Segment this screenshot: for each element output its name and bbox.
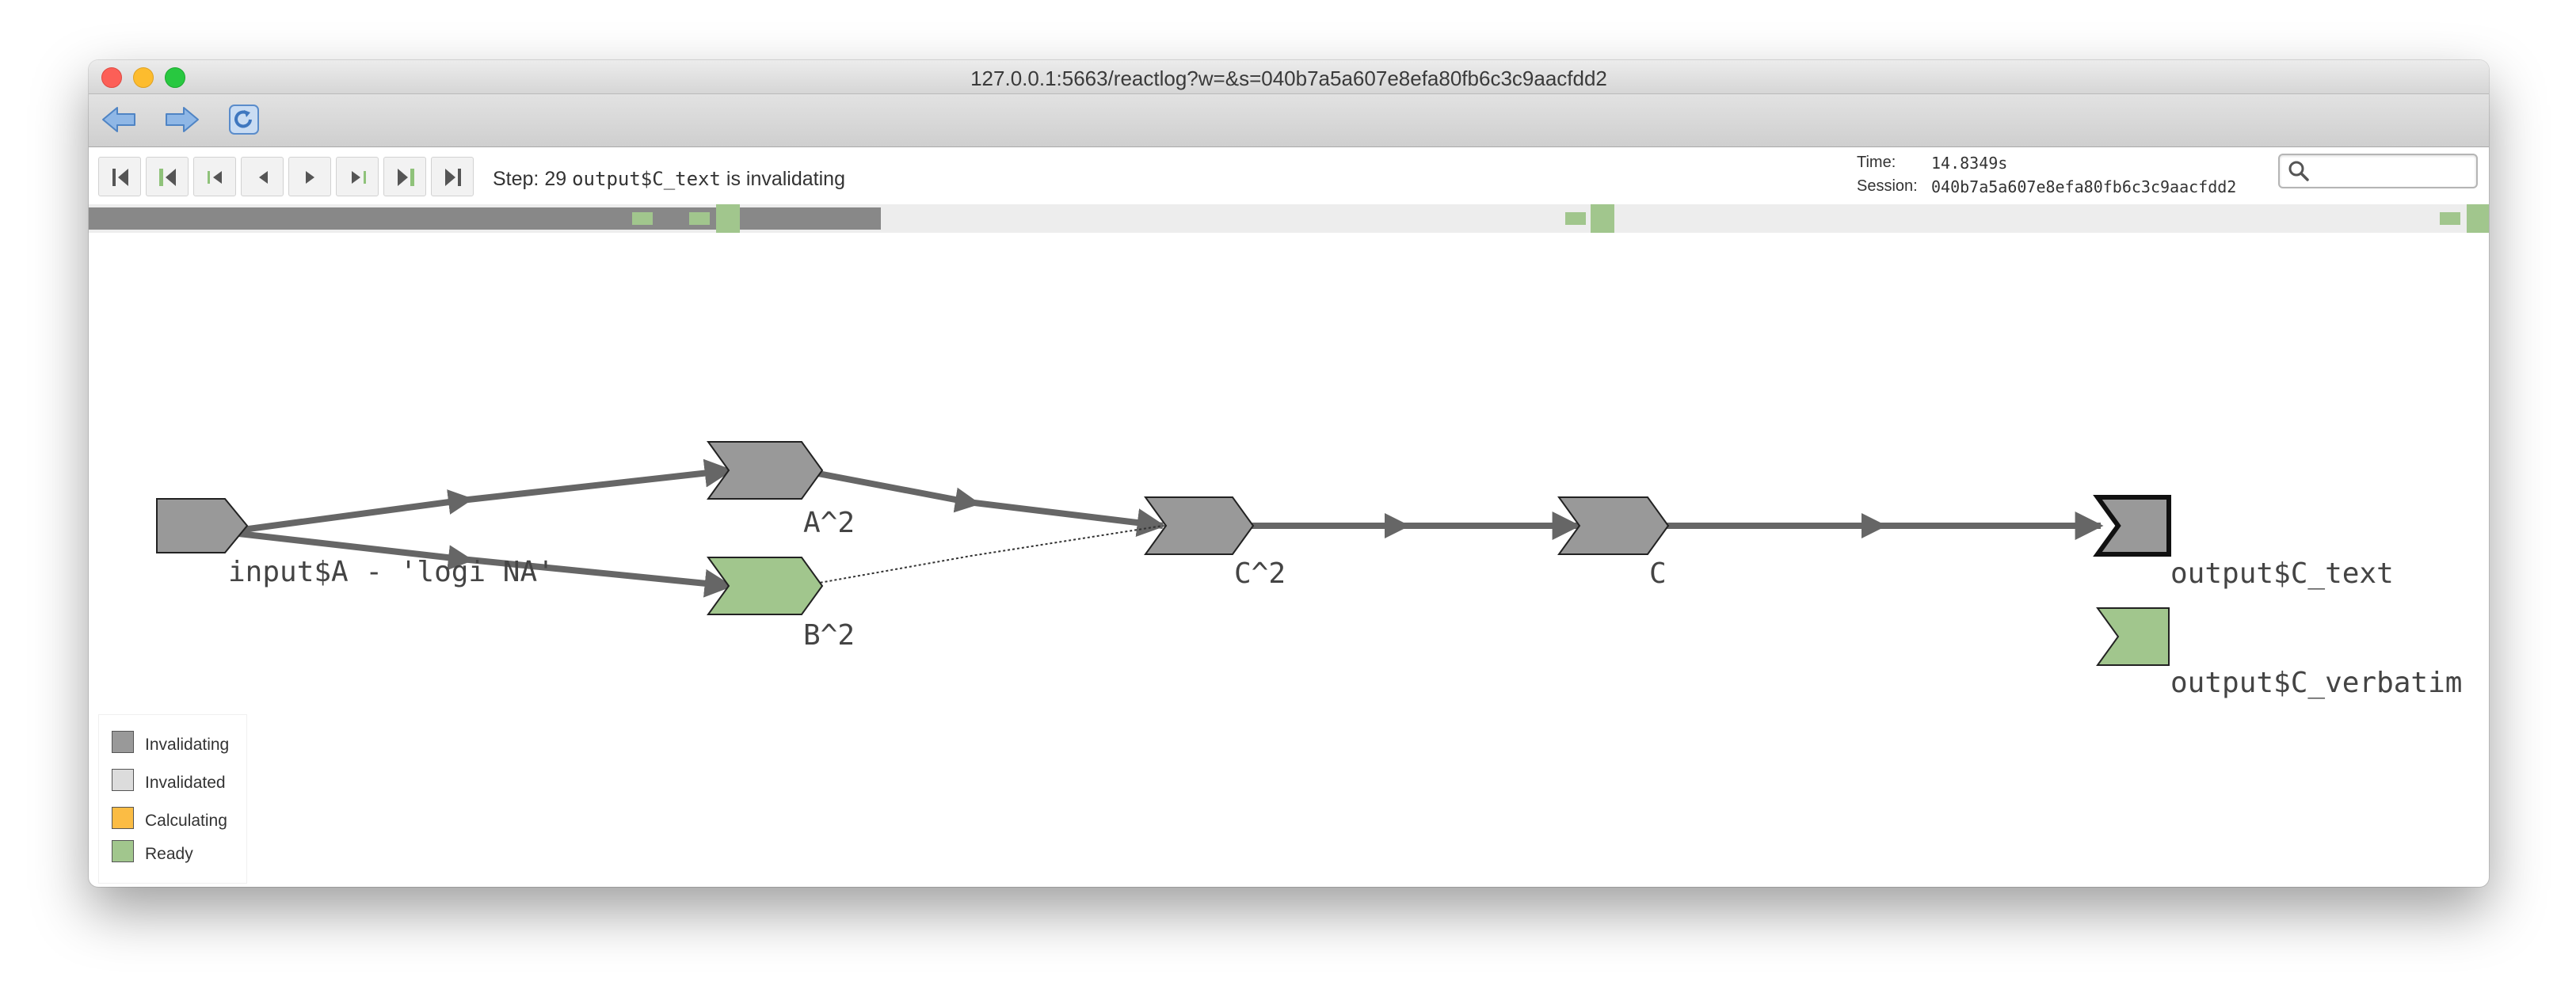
search-input[interactable] (2311, 158, 2470, 184)
timeline-marker (1591, 204, 1614, 233)
legend-swatch (112, 840, 134, 862)
graph-node-input-a[interactable] (156, 498, 249, 553)
window-url-title: 127.0.0.1:5663/reactlog?w=&s=040b7a5a607… (970, 67, 1607, 90)
minimize-window-button[interactable] (133, 67, 154, 88)
timeline-bar[interactable] (89, 204, 2489, 233)
node-label: C (1649, 557, 1667, 590)
graph-edge (224, 458, 734, 535)
graph-node-c[interactable] (1557, 496, 1670, 555)
timeline-marker (716, 204, 740, 233)
timeline-marker (632, 212, 653, 225)
last-step-button[interactable] (431, 157, 474, 196)
node-label: A^2 (803, 507, 855, 539)
graph-node-c-squared[interactable] (1144, 496, 1255, 555)
graph-node-output-c-verbatim[interactable] (2096, 607, 2170, 666)
time-label: Time: (1857, 154, 1896, 171)
next-cycle-icon (352, 171, 366, 184)
session-label: Session: (1857, 177, 1918, 195)
status-legend: Invalidating Invalidated Calculating Rea… (98, 714, 247, 884)
legend-label: Ready (145, 845, 193, 863)
browser-window: 127.0.0.1:5663/reactlog?w=&s=040b7a5a607… (89, 60, 2489, 887)
dependency-graph: input$A - 'logi NA' A^2 B^2 C^2 C output… (89, 233, 2489, 887)
first-step-button[interactable] (98, 157, 141, 196)
prev-cycle-button[interactable] (193, 157, 236, 196)
graph-edge (224, 529, 734, 598)
session-value: 040b7a5a607e8efa80fb6c3c9aacfdd2 (1931, 177, 2237, 196)
browser-toolbar (89, 94, 2489, 147)
next-idle-button[interactable] (383, 157, 426, 196)
search-icon (2288, 161, 2309, 181)
legend-swatch (112, 731, 134, 753)
refresh-icon[interactable] (223, 104, 263, 135)
graph-edge (801, 467, 1166, 537)
prev-cycle-icon (208, 171, 222, 184)
node-label: input$A - 'logi NA' (228, 556, 554, 588)
forward-arrow-icon[interactable] (162, 104, 201, 135)
step-action: is invalidating (726, 168, 845, 190)
legend-swatch (112, 807, 134, 829)
step-number: Step: 29 (493, 168, 567, 190)
graph-node-b-squared[interactable] (707, 557, 824, 615)
legend-label: Invalidated (145, 774, 226, 792)
title-bar: 127.0.0.1:5663/reactlog?w=&s=040b7a5a607… (89, 60, 2489, 94)
time-value: 14.8349s (1931, 154, 2008, 173)
prev-step-icon (259, 171, 268, 184)
prev-step-button[interactable] (241, 157, 284, 196)
node-label: output$C_verbatim (2170, 667, 2462, 699)
legend-label: Calculating (145, 812, 227, 830)
search-box[interactable] (2278, 154, 2478, 188)
zoom-window-button[interactable] (165, 67, 185, 88)
graph-node-output-c-text[interactable] (2093, 495, 2171, 557)
close-window-button[interactable] (101, 67, 122, 88)
next-step-icon (306, 171, 314, 184)
skip-to-end-icon (445, 169, 461, 186)
timeline-marker (1565, 212, 1586, 225)
graph-node-a-squared[interactable] (707, 441, 824, 500)
reactlog-controls: Step: 29 output$C_text is invalidating T… (89, 147, 2489, 204)
timeline-marker (689, 212, 710, 225)
prev-idle-icon (159, 169, 176, 186)
node-label: output$C_text (2170, 557, 2394, 590)
next-step-button[interactable] (288, 157, 331, 196)
step-node-id: output$C_text (572, 168, 721, 190)
legend-swatch (112, 769, 134, 791)
next-cycle-button[interactable] (336, 157, 379, 196)
prev-idle-button[interactable] (146, 157, 189, 196)
back-arrow-icon[interactable] (100, 104, 139, 135)
next-idle-icon (398, 169, 414, 186)
timeline-progress (89, 207, 881, 230)
skip-to-start-icon (112, 169, 128, 186)
graph-edge (801, 525, 1164, 587)
timeline-marker (2467, 204, 2489, 233)
node-label: C^2 (1234, 557, 1286, 590)
legend-label: Invalidating (145, 736, 230, 754)
node-label: B^2 (803, 619, 855, 652)
step-status: Step: 29 output$C_text is invalidating (493, 168, 845, 191)
timeline-marker (2440, 212, 2460, 225)
